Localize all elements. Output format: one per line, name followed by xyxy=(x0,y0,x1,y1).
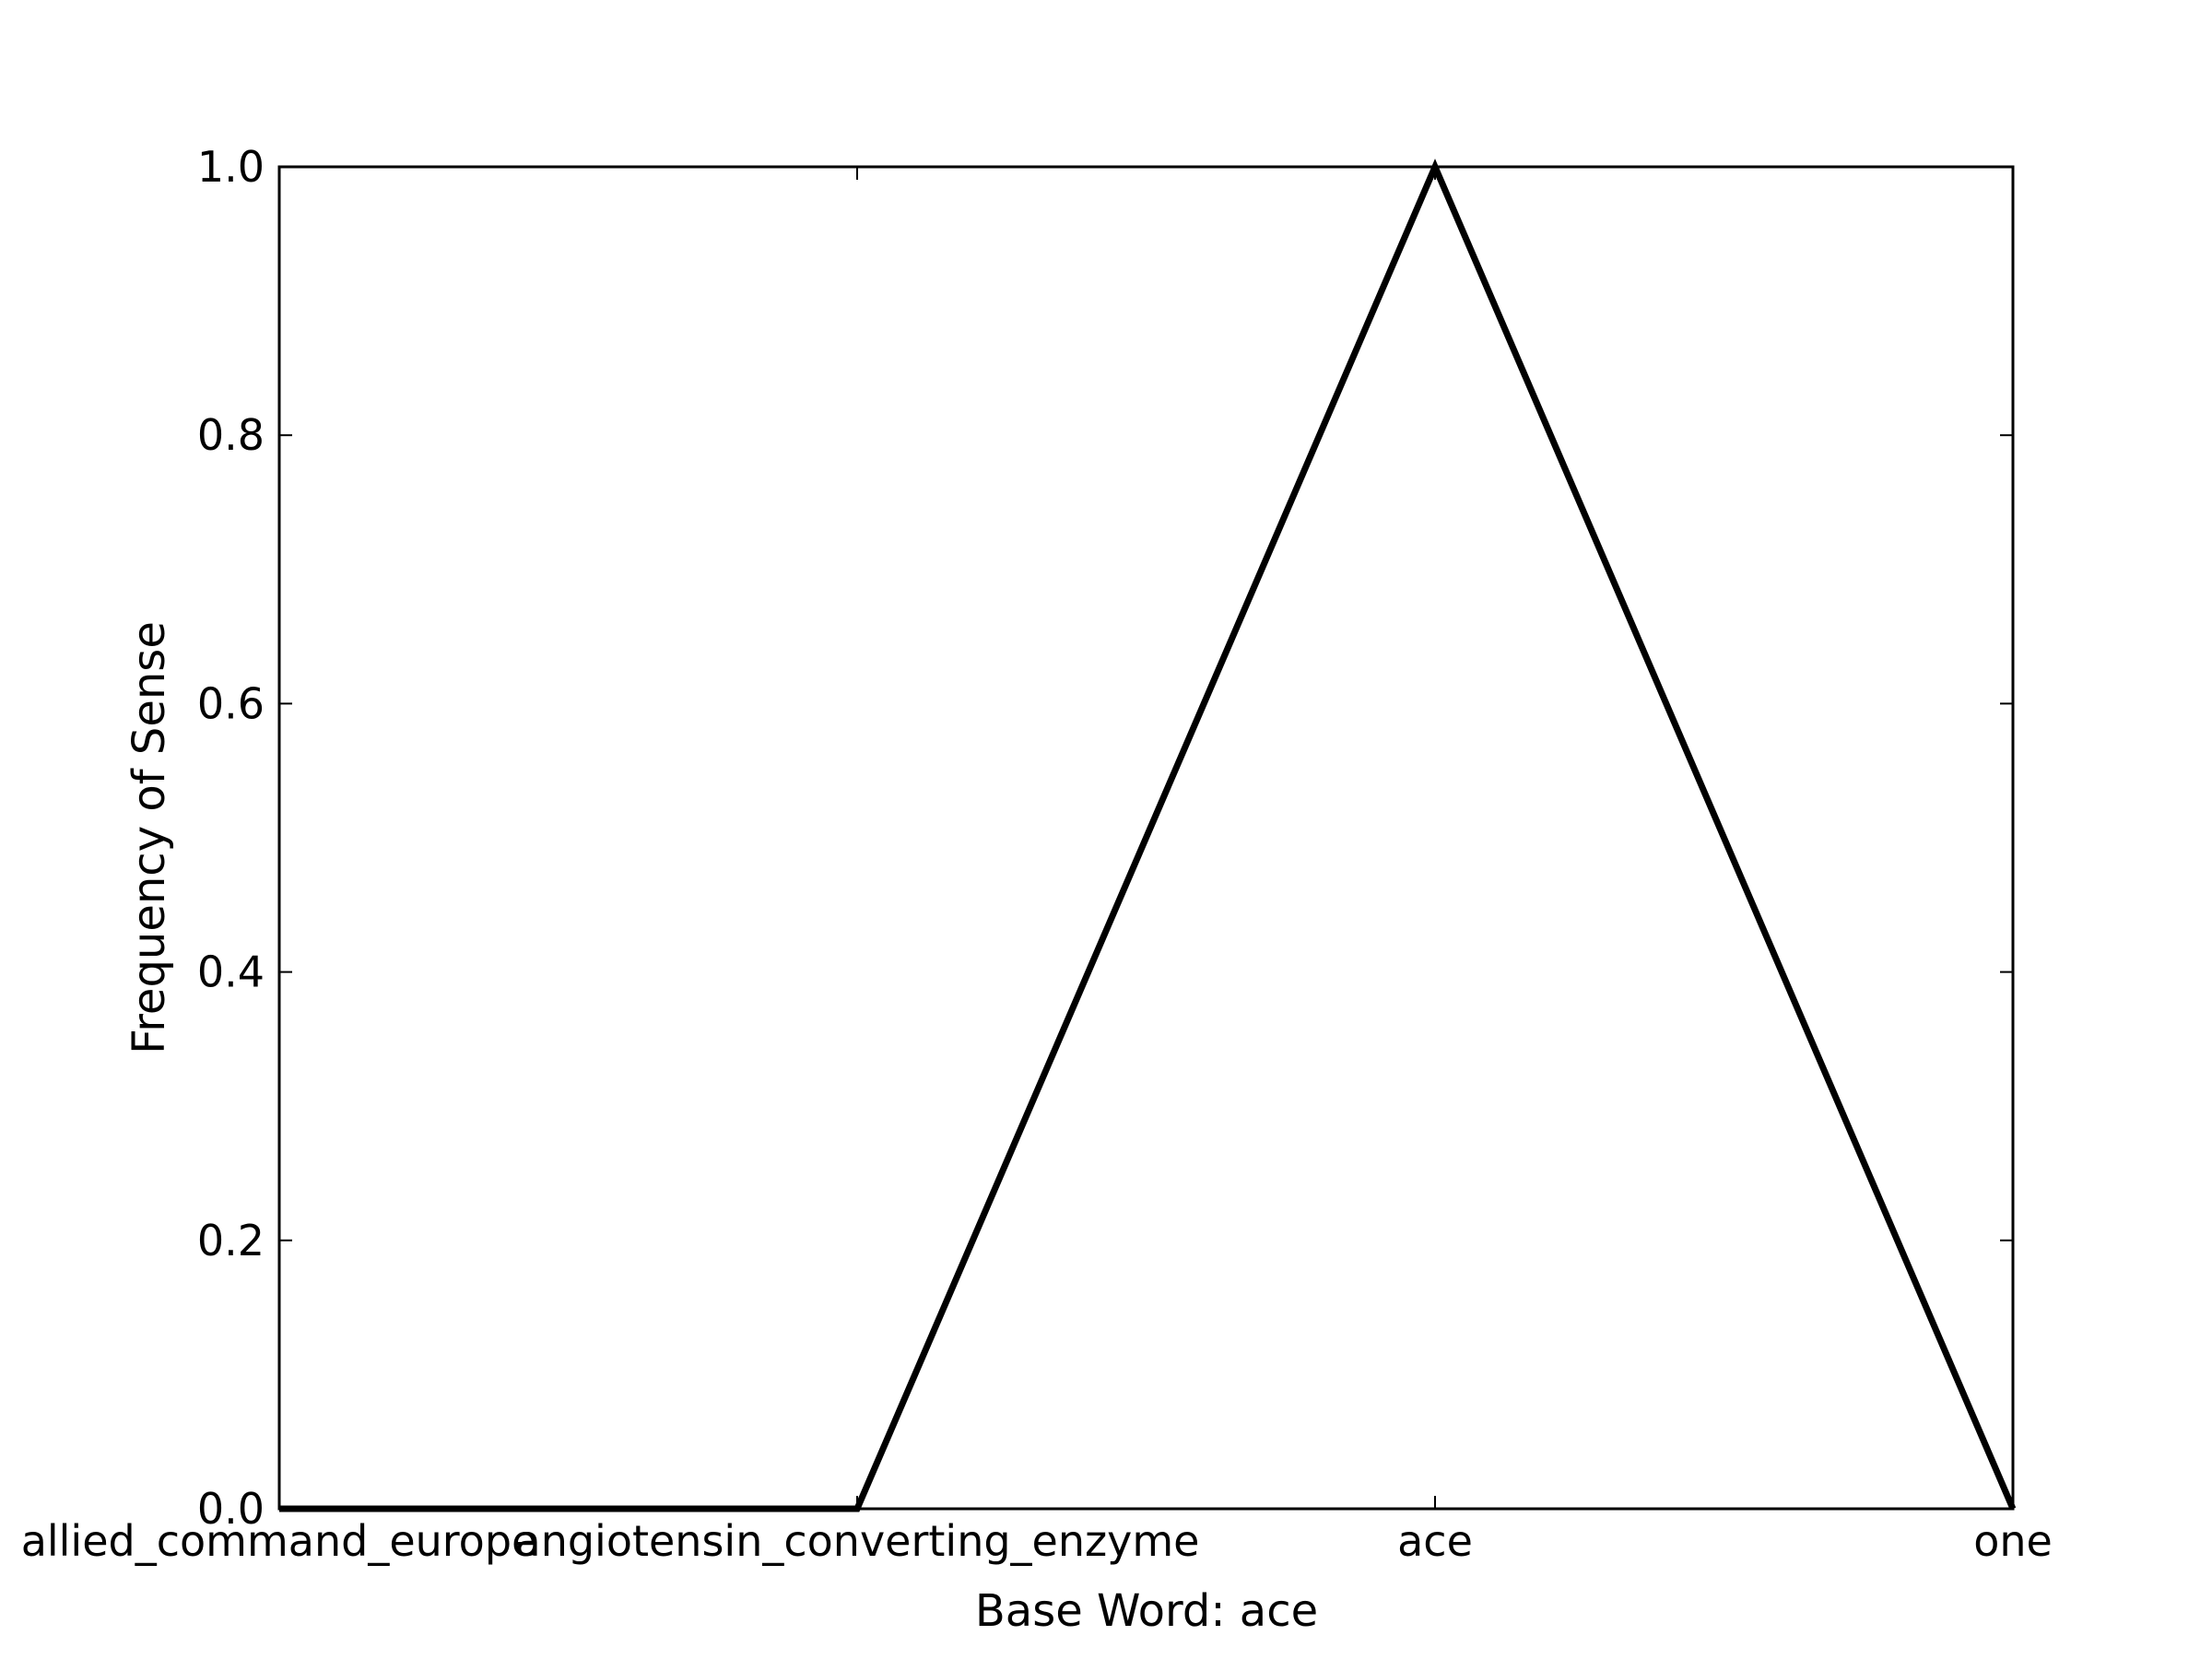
x-tick-label: ace xyxy=(1397,1516,1473,1566)
y-tick-label: 0.2 xyxy=(197,1216,265,1265)
x-axis-label: Base Word: ace xyxy=(975,1585,1318,1637)
y-tick-label: 0.6 xyxy=(197,678,265,728)
labels-layer: 0.00.20.40.60.81.0allied_command_europea… xyxy=(21,142,2053,1566)
x-tick-label: one xyxy=(1973,1516,2053,1566)
x-tick-label: allied_command_europe xyxy=(21,1516,538,1566)
y-tick-label: 0.0 xyxy=(197,1484,265,1534)
y-tick-label: 1.0 xyxy=(197,142,265,192)
plot-frame xyxy=(277,165,2015,1511)
y-tick-label: 0.4 xyxy=(197,947,265,997)
x-tick-label: angiotensin_converting_enzyme xyxy=(515,1516,1200,1566)
y-axis-label: Frequency of Sense xyxy=(124,621,175,1054)
y-tick-label: 0.8 xyxy=(197,410,265,460)
